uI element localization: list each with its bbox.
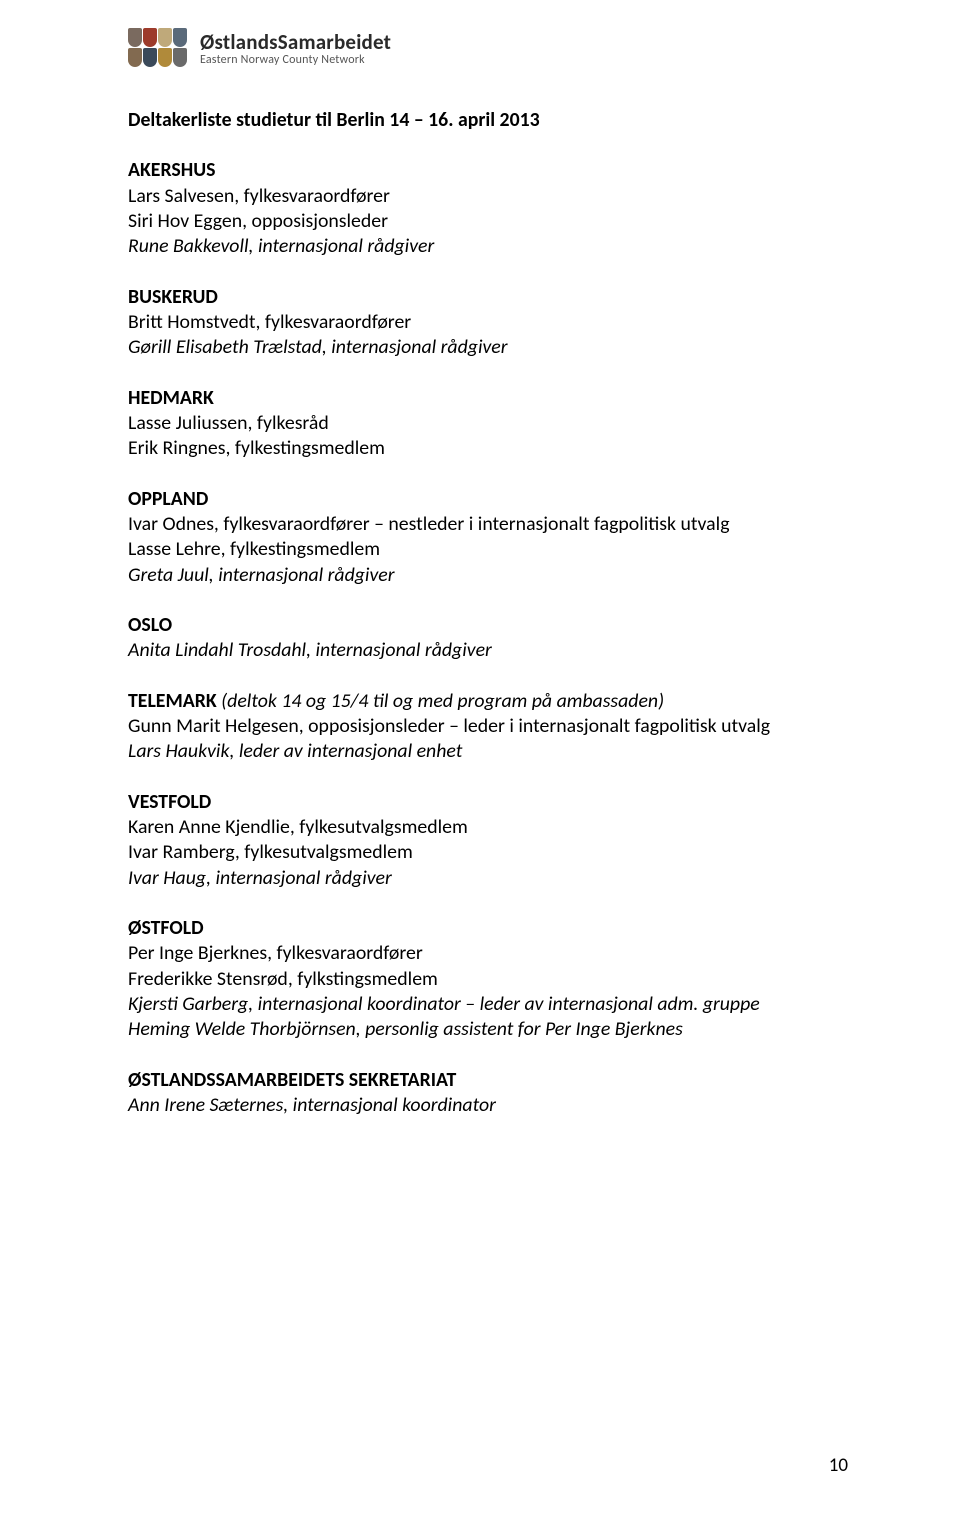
document-title: Deltakerliste studietur til Berlin 14 – … bbox=[128, 108, 850, 133]
participant-entry: Anita Lindahl Trosdahl, internasjonal rå… bbox=[128, 638, 850, 663]
logo-text: ØstlandsSamarbeidet Eastern Norway Count… bbox=[200, 31, 391, 67]
participant-entry: Ivar Ramberg, fylkesutvalgsmedlem bbox=[128, 840, 850, 865]
page-number: 10 bbox=[829, 1454, 848, 1477]
participant-entry: Per Inge Bjerknes, fylkesvaraordfører bbox=[128, 941, 850, 966]
section-heading-text: TELEMARK bbox=[128, 689, 217, 713]
logo-shields-icon bbox=[128, 28, 190, 70]
section-heading: VESTFOLD bbox=[128, 790, 850, 815]
participant-entry: Lasse Juliussen, fylkesråd bbox=[128, 411, 850, 436]
participant-entry: Ivar Haug, internasjonal rådgiver bbox=[128, 866, 850, 891]
section-heading: TELEMARK (deltok 14 og 15/4 til og med p… bbox=[128, 689, 850, 714]
section: TELEMARK (deltok 14 og 15/4 til og med p… bbox=[128, 689, 850, 765]
section-heading: AKERSHUS bbox=[128, 158, 850, 183]
section: ØSTFOLDPer Inge Bjerknes, fylkesvaraordf… bbox=[128, 916, 850, 1043]
section: HEDMARKLasse Juliussen, fylkesrådErik Ri… bbox=[128, 386, 850, 462]
participant-entry: Gørill Elisabeth Trælstad, internasjonal… bbox=[128, 335, 850, 360]
section-heading: ØSTLANDSSAMARBEIDETS SEKRETARIAT bbox=[128, 1068, 850, 1093]
participant-entry: Lars Haukvik, leder av internasjonal enh… bbox=[128, 739, 850, 764]
section-heading: ØSTFOLD bbox=[128, 916, 850, 941]
participant-entry: Britt Homstvedt, fylkesvaraordfører bbox=[128, 310, 850, 335]
participant-entry: Lasse Lehre, fylkestingsmedlem bbox=[128, 537, 850, 562]
participant-entry: Karen Anne Kjendlie, fylkesutvalgsmedlem bbox=[128, 815, 850, 840]
participant-entry: Ivar Odnes, fylkesvaraordfører – nestled… bbox=[128, 512, 850, 537]
logo-sub-text: Eastern Norway County Network bbox=[200, 54, 391, 67]
section: ØSTLANDSSAMARBEIDETS SEKRETARIATAnn Iren… bbox=[128, 1068, 850, 1119]
participant-entry: Frederikke Stensrød, fylkstingsmedlem bbox=[128, 967, 850, 992]
section-heading-note: (deltok 14 og 15/4 til og med program på… bbox=[217, 689, 664, 713]
section: AKERSHUSLars Salvesen, fylkesvaraordføre… bbox=[128, 158, 850, 259]
participant-entry: Ann Irene Sæternes, internasjonal koordi… bbox=[128, 1093, 850, 1118]
participant-entry: Rune Bakkevoll, internasjonal rådgiver bbox=[128, 234, 850, 259]
section-heading: BUSKERUD bbox=[128, 285, 850, 310]
section: VESTFOLDKaren Anne Kjendlie, fylkesutval… bbox=[128, 790, 850, 891]
participant-entry: Erik Ringnes, fylkestingsmedlem bbox=[128, 436, 850, 461]
document-body: Deltakerliste studietur til Berlin 14 – … bbox=[128, 108, 850, 1118]
section-heading: HEDMARK bbox=[128, 386, 850, 411]
participant-entry: Kjersti Garberg, internasjonal koordinat… bbox=[128, 992, 850, 1017]
section: OPPLANDIvar Odnes, fylkesvaraordfører – … bbox=[128, 487, 850, 588]
sections-container: AKERSHUSLars Salvesen, fylkesvaraordføre… bbox=[128, 158, 850, 1118]
section: OSLOAnita Lindahl Trosdahl, internasjona… bbox=[128, 613, 850, 664]
section-heading: OPPLAND bbox=[128, 487, 850, 512]
page: ØstlandsSamarbeidet Eastern Norway Count… bbox=[0, 0, 960, 1523]
participant-entry: Gunn Marit Helgesen, opposisjonsleder – … bbox=[128, 714, 850, 739]
participant-entry: Lars Salvesen, fylkesvaraordfører bbox=[128, 184, 850, 209]
logo-main-text: ØstlandsSamarbeidet bbox=[200, 31, 391, 54]
participant-entry: Siri Hov Eggen, opposisjonsleder bbox=[128, 209, 850, 234]
participant-entry: Heming Welde Thorbjörnsen, personlig ass… bbox=[128, 1017, 850, 1042]
participant-entry: Greta Juul, internasjonal rådgiver bbox=[128, 563, 850, 588]
page-header: ØstlandsSamarbeidet Eastern Norway Count… bbox=[128, 28, 850, 70]
section-heading: OSLO bbox=[128, 613, 850, 638]
section: BUSKERUDBritt Homstvedt, fylkesvaraordfø… bbox=[128, 285, 850, 361]
